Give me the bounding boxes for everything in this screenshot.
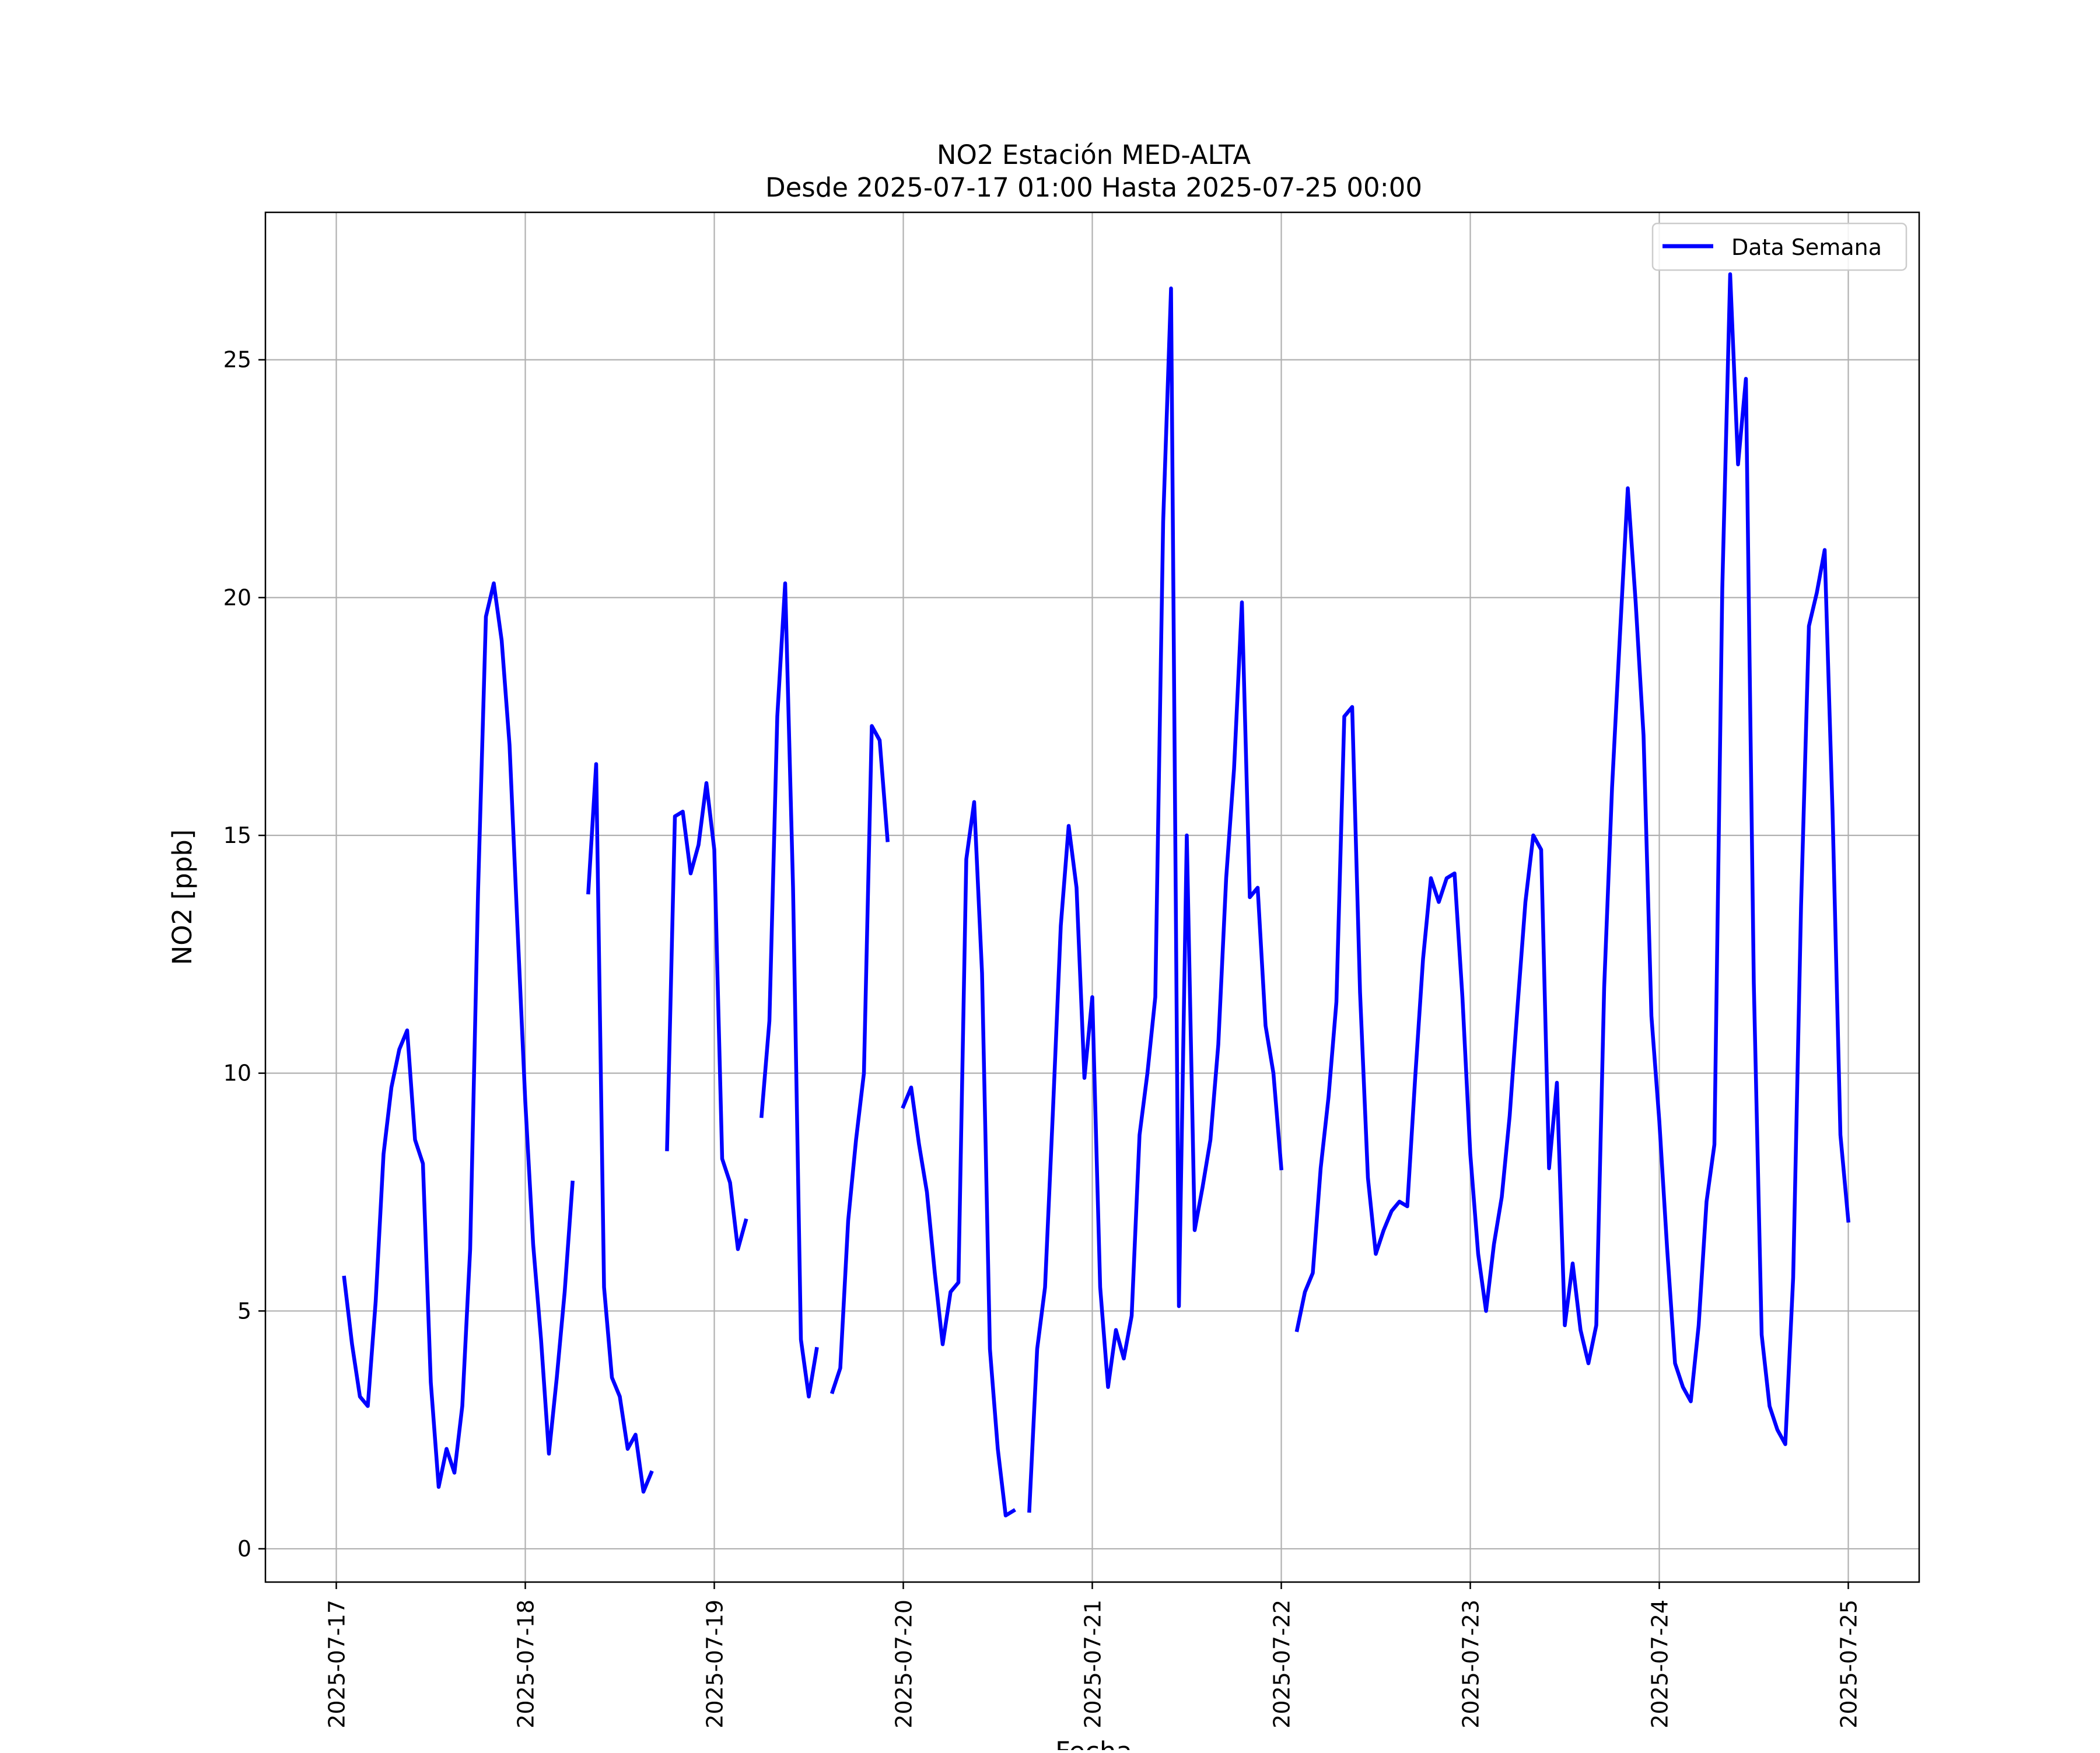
series-line-segment — [665, 781, 748, 1251]
series-line-segment — [901, 800, 1016, 1518]
legend-label: Data Semana — [1731, 235, 1882, 260]
x-axis-ticks: 2025-07-17 2025-07-18 2025-07-19 2025-07-20… — [324, 1582, 1862, 1728]
x-axis-label: Fecha — [1055, 1736, 1132, 1750]
y-tick-label: 10 — [223, 1061, 251, 1086]
x-tick-label: 2025-07-24 — [1647, 1600, 1673, 1728]
y-tick-label: 20 — [223, 585, 251, 610]
legend: Data Semana — [1651, 222, 1908, 271]
x-tick-label: 2025-07-17 — [324, 1600, 350, 1728]
x-tick-label: 2025-07-22 — [1269, 1600, 1295, 1728]
x-tick-label: 2025-07-20 — [891, 1600, 917, 1728]
series-line-segment — [586, 762, 654, 1494]
series-line-segment — [1027, 286, 1284, 1513]
series-line-segment — [342, 581, 575, 1489]
y-axis-label: NO2 [ppb] — [167, 830, 198, 965]
chart-title: NO2 Estación MED-ALTA — [937, 139, 1251, 170]
x-tick-label: 2025-07-23 — [1458, 1600, 1484, 1728]
grid — [265, 212, 1919, 1582]
y-axis-ticks: 0 5 10 15 20 25 — [223, 347, 265, 1562]
series-layer — [342, 272, 1851, 1518]
y-tick-label: 15 — [223, 823, 251, 848]
y-tick-label: 5 — [237, 1298, 251, 1324]
x-tick-label: 2025-07-18 — [513, 1600, 539, 1728]
series-line-segment — [830, 724, 890, 1395]
x-tick-label: 2025-07-19 — [702, 1600, 728, 1728]
x-tick-label: 2025-07-21 — [1080, 1600, 1106, 1728]
legend-box — [1651, 222, 1908, 271]
x-tick-label: 2025-07-25 — [1836, 1600, 1862, 1728]
y-tick-label: 0 — [237, 1536, 251, 1562]
series-line-segment — [1294, 272, 1851, 1446]
series-line-segment — [759, 581, 819, 1399]
y-tick-label: 25 — [223, 347, 251, 373]
chart-subtitle: Desde 2025-07-17 01:00 Hasta 2025-07-25 … — [765, 172, 1422, 203]
